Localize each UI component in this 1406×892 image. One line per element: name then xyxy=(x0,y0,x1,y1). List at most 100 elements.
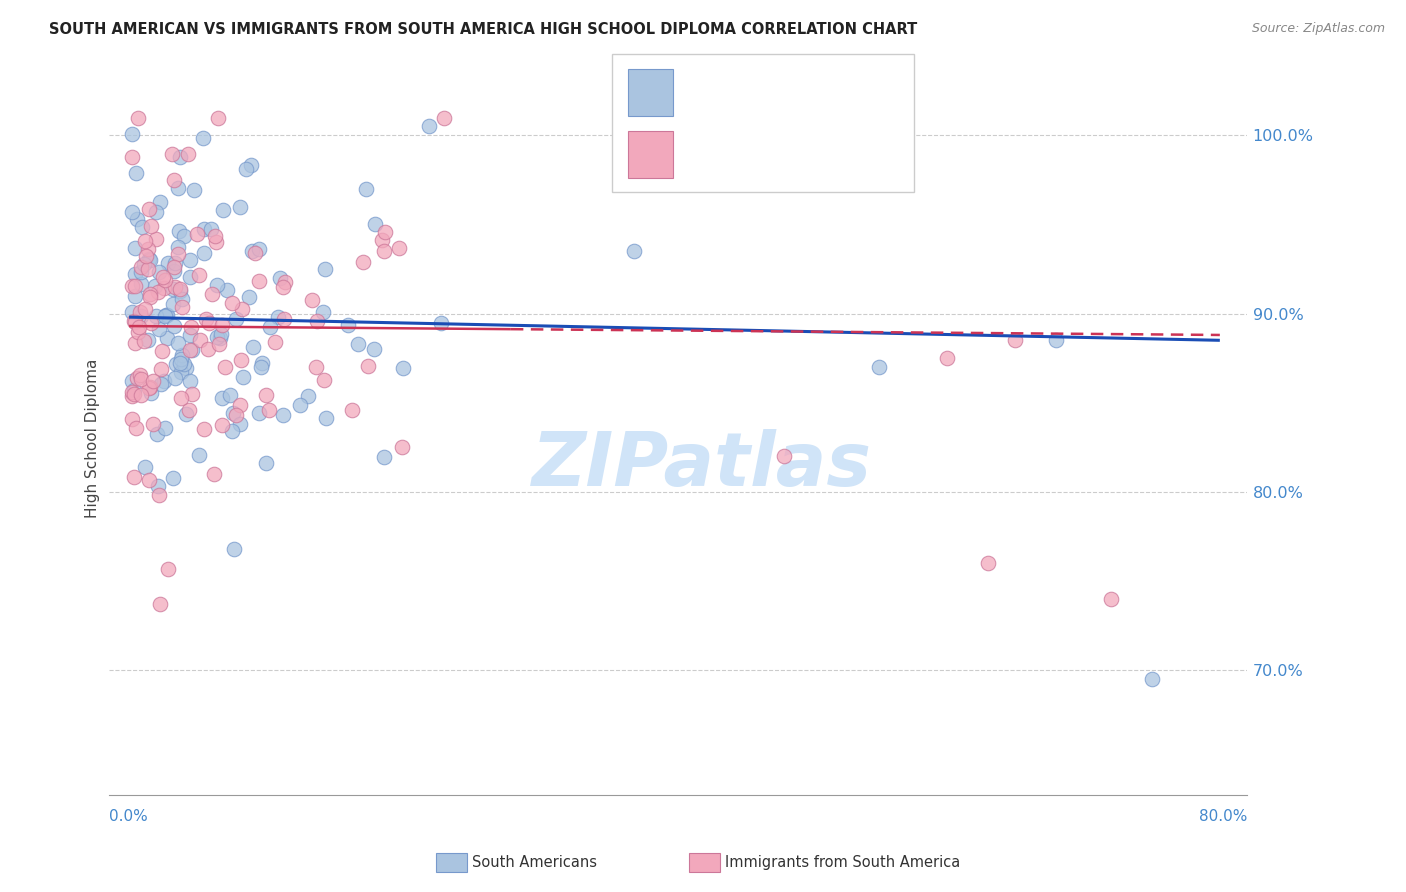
Point xyxy=(150,362,173,376)
Y-axis label: High School Diploma: High School Diploma xyxy=(86,359,100,518)
Point xyxy=(229,398,252,412)
Point xyxy=(125,212,148,227)
Point xyxy=(187,448,209,462)
Point xyxy=(143,279,166,293)
Point xyxy=(149,195,172,210)
Point xyxy=(273,311,295,326)
Point xyxy=(129,277,152,291)
Point xyxy=(273,408,295,422)
Point xyxy=(197,343,219,357)
Point xyxy=(124,288,146,302)
Point xyxy=(231,302,253,317)
Point xyxy=(179,343,201,357)
Point xyxy=(156,308,179,322)
Point xyxy=(162,297,184,311)
Point xyxy=(356,182,378,196)
Point xyxy=(193,245,215,260)
Point xyxy=(221,296,243,310)
Point xyxy=(127,325,149,339)
Point xyxy=(204,229,226,244)
Point xyxy=(391,440,413,454)
Point xyxy=(153,281,176,295)
Point xyxy=(124,241,146,255)
Point xyxy=(124,166,146,180)
Point xyxy=(145,204,167,219)
Point xyxy=(127,111,149,125)
Text: -0.040: -0.040 xyxy=(717,82,770,100)
Point xyxy=(238,290,260,304)
Point xyxy=(179,327,201,342)
Point xyxy=(145,310,167,324)
Point xyxy=(169,150,191,164)
Point xyxy=(623,244,645,259)
Point xyxy=(172,348,194,362)
Point xyxy=(274,276,297,290)
Point xyxy=(139,317,162,331)
Point xyxy=(225,312,247,326)
Point xyxy=(772,449,794,463)
Point xyxy=(250,360,273,375)
Text: ZIPatlas: ZIPatlas xyxy=(531,428,872,501)
Point xyxy=(181,387,204,401)
Point xyxy=(138,262,160,277)
Point xyxy=(121,150,143,164)
Point xyxy=(169,356,191,370)
Point xyxy=(212,203,235,218)
Point xyxy=(138,252,160,267)
Point xyxy=(205,278,228,293)
Point xyxy=(173,228,195,243)
Point xyxy=(312,305,335,319)
Point xyxy=(211,392,233,406)
Point xyxy=(136,242,159,256)
Point xyxy=(267,310,290,324)
Point xyxy=(249,274,271,288)
Point xyxy=(219,387,242,401)
Point xyxy=(139,380,162,394)
Point xyxy=(139,287,162,301)
Point xyxy=(363,218,385,232)
Point xyxy=(297,389,319,403)
Point xyxy=(134,234,156,248)
Point xyxy=(169,224,191,238)
Text: 80.0%: 80.0% xyxy=(1199,809,1247,824)
Point xyxy=(174,361,197,376)
Point xyxy=(177,403,200,417)
Point xyxy=(232,370,254,384)
Point xyxy=(418,120,440,134)
Point xyxy=(135,250,157,264)
Point xyxy=(170,352,193,367)
Point xyxy=(149,597,172,611)
Point xyxy=(315,411,337,425)
Point xyxy=(259,319,281,334)
Point xyxy=(138,202,160,216)
Point xyxy=(162,471,184,485)
Point xyxy=(152,374,174,388)
Point xyxy=(357,359,380,373)
Point xyxy=(129,305,152,319)
Point xyxy=(148,488,170,502)
Point xyxy=(122,470,145,484)
Point xyxy=(141,219,163,233)
Point xyxy=(200,222,222,236)
Point xyxy=(177,146,200,161)
Point xyxy=(167,246,190,260)
Point xyxy=(229,201,252,215)
Point xyxy=(211,318,233,332)
Point xyxy=(148,265,170,279)
Point xyxy=(208,331,231,345)
Point xyxy=(269,271,291,285)
Point xyxy=(936,351,959,365)
Point xyxy=(222,406,245,420)
Point xyxy=(124,335,146,350)
Point xyxy=(167,181,190,195)
Point xyxy=(131,260,153,275)
Text: Immigrants from South America: Immigrants from South America xyxy=(725,855,960,870)
Point xyxy=(163,256,186,270)
Point xyxy=(352,254,374,268)
Point xyxy=(207,111,229,125)
Point xyxy=(162,282,184,296)
Point xyxy=(179,269,201,284)
Point xyxy=(153,273,176,287)
Point xyxy=(150,376,173,391)
Point xyxy=(170,392,193,406)
